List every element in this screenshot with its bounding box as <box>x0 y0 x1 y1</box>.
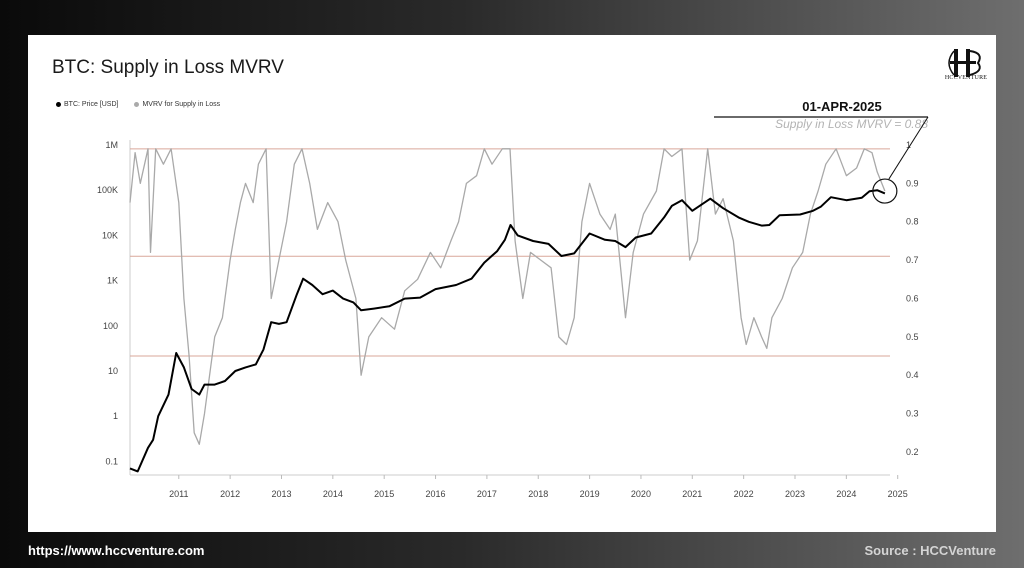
x-tick-label: 2011 <box>169 489 188 499</box>
legend-label-mvrv: MVRV for Supply in Loss <box>142 101 221 108</box>
chart-plot: 1M 100K 10K 1K 100 10 1 0.1 1 0.9 0.8 0.7 0.6 0.5 0.4 0… <box>97 116 929 499</box>
chart-card: BTC: Supply in Loss MVRV BTC: Price [USD… <box>28 35 996 532</box>
hccventure-logo-icon <box>948 49 981 77</box>
legend-item-mvrv: MVRV for Supply in Loss <box>134 101 220 108</box>
y-right-tick-label: 0.2 <box>906 447 919 457</box>
y-left-tick-label: 100 <box>103 321 118 331</box>
annotation-circle <box>872 178 898 204</box>
x-tick-label: 2018 <box>528 489 548 499</box>
y-left-tick-label: 100K <box>97 185 118 195</box>
logo-text: HCCVENTURE <box>944 75 988 81</box>
y-right-tick-label: 0.8 <box>906 217 919 227</box>
y-left-tick-label: 1M <box>105 140 118 150</box>
x-tick-label: 2017 <box>477 489 497 499</box>
x-tick-label: 2024 <box>836 489 856 499</box>
y-left-tick-label: 10 <box>108 366 118 376</box>
legend-dot-price <box>56 102 61 107</box>
x-tick-label: 2019 <box>580 489 600 499</box>
x-tick-label: 2012 <box>220 489 240 499</box>
x-tick-label: 2021 <box>682 489 702 499</box>
y-left-tick-label: 10K <box>102 230 118 240</box>
y-left-tick-label: 1K <box>107 276 118 286</box>
y-right-tick-label: 0.7 <box>906 255 919 265</box>
y-right-tick-label: 0.5 <box>906 332 919 342</box>
x-tick-label: 2015 <box>374 489 394 499</box>
chart-title: BTC: Supply in Loss MVRV <box>52 57 284 78</box>
y-right-tick-label: 0.4 <box>906 370 919 380</box>
y-right-tick-label: 1 <box>906 140 911 150</box>
legend: BTC: Price [USD] MVRV for Supply in Loss <box>56 101 220 108</box>
footer-source: Source : HCCVenture <box>864 543 996 558</box>
series-line-mvrv <box>129 148 886 445</box>
legend-item-price: BTC: Price [USD] <box>56 101 118 108</box>
x-tick-label: 2025 <box>888 489 908 499</box>
x-tick-label: 2014 <box>323 489 343 499</box>
x-tick-label: 2020 <box>631 489 651 499</box>
y-right-tick-label: 0.3 <box>906 409 919 419</box>
annotation-text: Supply in Loss MVRV = 0.88 <box>775 117 928 131</box>
footer-url[interactable]: https://www.hccventure.com <box>28 543 205 558</box>
x-tick-label: 2023 <box>785 489 805 499</box>
y-right-tick-label: 0.6 <box>906 293 919 303</box>
x-tick-label: 2016 <box>426 489 446 499</box>
series-line-price <box>129 189 886 473</box>
y-left-tick-label: 1 <box>113 411 118 421</box>
x-tick-label: 2022 <box>734 489 754 499</box>
y-right-tick-label: 0.9 <box>906 178 919 188</box>
annotation-date: 01-APR-2025 <box>802 99 882 114</box>
annotation-pointer-line <box>888 116 929 180</box>
y-left-tick-label: 0.1 <box>105 456 118 466</box>
legend-dot-mvrv <box>134 102 140 107</box>
x-tick-label: 2013 <box>271 489 291 499</box>
legend-label-price: BTC: Price [USD] <box>64 101 119 108</box>
